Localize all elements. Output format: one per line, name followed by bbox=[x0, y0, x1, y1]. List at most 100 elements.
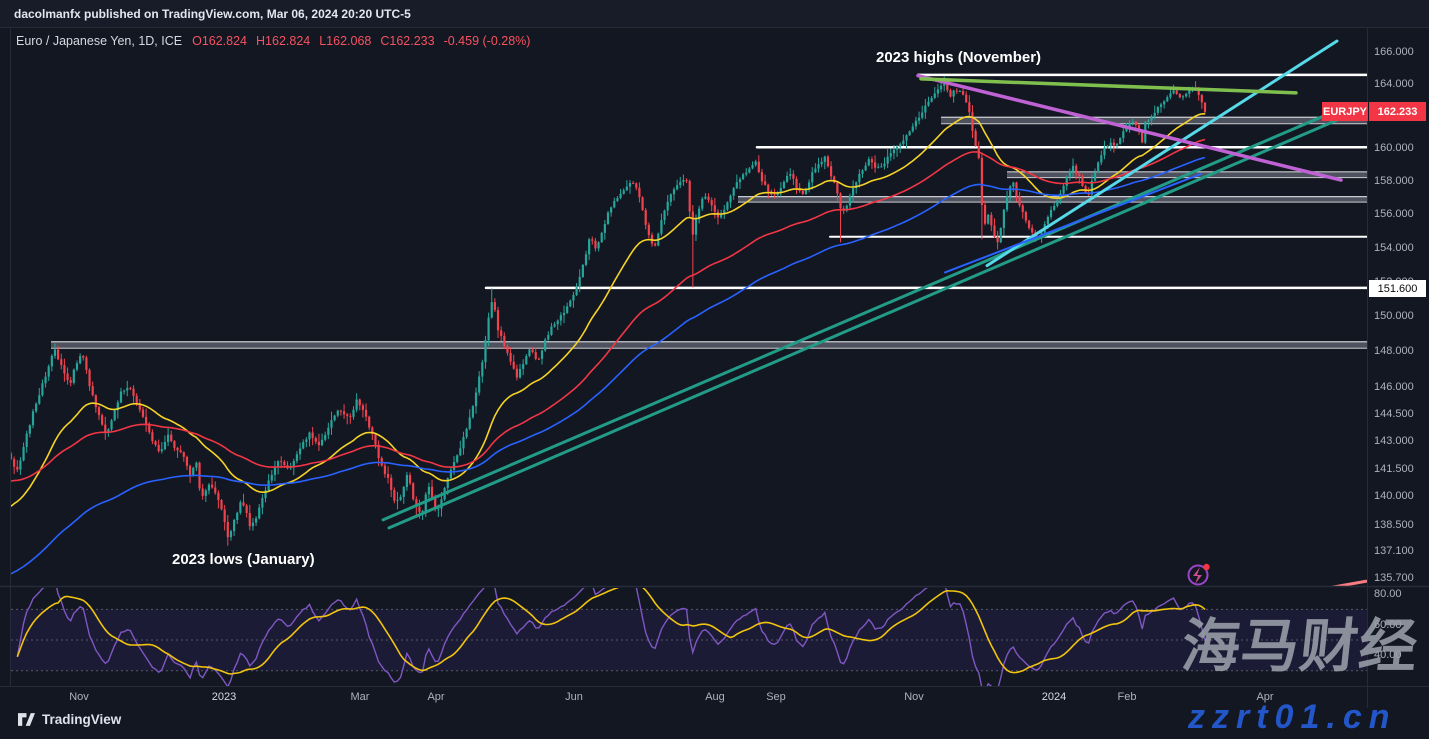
candle-body bbox=[594, 240, 597, 249]
candle-body bbox=[110, 420, 113, 430]
candle-body bbox=[242, 502, 245, 506]
ohlc-low: L162.068 bbox=[319, 34, 372, 48]
time-tick-label: Apr bbox=[427, 691, 445, 703]
candle-body bbox=[855, 182, 858, 189]
candle-body bbox=[679, 181, 682, 186]
tradingview-logo[interactable]: TradingView bbox=[18, 712, 121, 727]
candle-body bbox=[308, 432, 311, 440]
moving-average-lines bbox=[10, 113, 1206, 575]
candle-body bbox=[1056, 200, 1059, 207]
pink-fragment-line[interactable] bbox=[1318, 579, 1367, 589]
minor-support-line[interactable] bbox=[944, 172, 1202, 274]
candle-body bbox=[220, 500, 223, 510]
candle-body bbox=[430, 486, 434, 498]
lightning-icon[interactable] bbox=[1187, 563, 1210, 586]
candle-body bbox=[273, 467, 277, 475]
steep-support-line[interactable] bbox=[985, 39, 1339, 268]
candle-body bbox=[459, 448, 462, 456]
candle-body bbox=[600, 232, 603, 243]
rsi-tick-label: 60.00 bbox=[1374, 618, 1402, 631]
candle-body bbox=[270, 474, 273, 481]
candle-body bbox=[434, 497, 437, 509]
candle-body bbox=[776, 193, 779, 196]
watermark-url: zzrt01.cn bbox=[1188, 698, 1397, 736]
candle-body bbox=[742, 174, 745, 180]
price-tick-label: 154.000 bbox=[1374, 241, 1414, 254]
candle-body bbox=[456, 455, 459, 463]
candle-body bbox=[559, 315, 562, 321]
trendline-drawings[interactable] bbox=[381, 39, 1367, 590]
candle-body bbox=[1200, 94, 1203, 103]
candle-body bbox=[952, 90, 955, 97]
candle-body bbox=[927, 101, 930, 106]
candle-body bbox=[540, 350, 544, 359]
ascending-channel-upper[interactable] bbox=[381, 104, 1349, 522]
candle-body bbox=[462, 437, 465, 449]
candle-body bbox=[814, 168, 817, 173]
price-tick-label: 143.000 bbox=[1374, 435, 1414, 448]
candle-body bbox=[632, 182, 635, 184]
price-axis[interactable]: 166.000 164.000 160.000 158.000 156.000 154.0… bbox=[1368, 28, 1429, 708]
candle-body bbox=[943, 84, 946, 86]
candle-body bbox=[1071, 165, 1075, 172]
candle-body bbox=[1185, 93, 1188, 97]
candle-body bbox=[1100, 155, 1103, 163]
candle-body bbox=[148, 423, 151, 433]
flash-circle[interactable] bbox=[1187, 564, 1209, 586]
candle-body bbox=[154, 441, 157, 445]
candle-body bbox=[845, 205, 848, 211]
candle-body bbox=[509, 352, 512, 362]
candle-body bbox=[355, 399, 358, 410]
zone-156-8[interactable] bbox=[738, 196, 1367, 203]
ascending-channel-lower[interactable] bbox=[387, 111, 1355, 530]
price-tick-label: 140.000 bbox=[1374, 490, 1414, 503]
candle-body bbox=[603, 223, 606, 233]
candle-body bbox=[496, 310, 500, 331]
rsi-band bbox=[10, 609, 1367, 671]
support-resistance-zones[interactable] bbox=[51, 116, 1367, 349]
ohlc-open: O162.824 bbox=[192, 34, 248, 48]
candle-body bbox=[352, 409, 355, 417]
zone-148[interactable] bbox=[51, 341, 1367, 349]
candle-body bbox=[295, 454, 299, 461]
symbol-legend[interactable]: Euro / Japanese Yen, 1D, ICE O162.824 H1… bbox=[16, 33, 539, 49]
candle-body bbox=[179, 450, 182, 453]
candle-body bbox=[113, 410, 116, 421]
candle-body bbox=[1128, 123, 1131, 127]
candle-body bbox=[886, 156, 889, 164]
candle-body bbox=[484, 340, 487, 363]
candle-body bbox=[569, 300, 572, 307]
candle-body bbox=[1119, 138, 1122, 144]
candle-body bbox=[773, 194, 776, 196]
candle-body bbox=[1106, 145, 1109, 148]
candle-body bbox=[478, 376, 481, 393]
candle-body bbox=[1188, 88, 1191, 94]
candle-body bbox=[503, 335, 506, 347]
candle-body bbox=[1112, 142, 1115, 146]
candle-body bbox=[88, 369, 91, 387]
candle-body bbox=[386, 473, 390, 478]
candle-body bbox=[566, 306, 569, 313]
candle-body bbox=[1109, 142, 1112, 146]
candle-body bbox=[556, 320, 559, 325]
candle-body bbox=[176, 447, 179, 451]
candle-body bbox=[1163, 101, 1166, 105]
descending-resistance-line[interactable] bbox=[916, 73, 1343, 182]
candle-body bbox=[57, 349, 60, 360]
candle-body bbox=[1049, 209, 1053, 217]
candle-body bbox=[1122, 131, 1125, 139]
rsi-indicator-pane[interactable] bbox=[10, 579, 1367, 691]
candle-body bbox=[364, 409, 368, 417]
zone-161-7[interactable] bbox=[941, 117, 1367, 124]
candle-body bbox=[47, 366, 50, 377]
candle-body bbox=[873, 162, 877, 168]
candle-body bbox=[547, 334, 550, 340]
candle-body bbox=[60, 359, 63, 366]
candle-body bbox=[829, 166, 833, 177]
candle-body bbox=[402, 487, 405, 497]
candle-body bbox=[1046, 216, 1049, 225]
highs-resistance-line[interactable] bbox=[919, 77, 1298, 95]
candle-body bbox=[182, 452, 185, 457]
time-tick-label: Apr bbox=[1256, 691, 1274, 703]
